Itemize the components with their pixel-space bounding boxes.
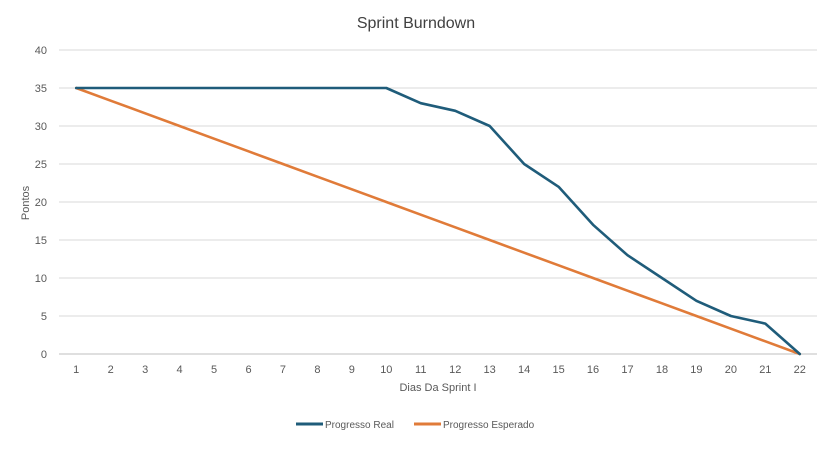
y-tick-label: 35 (35, 83, 47, 95)
gridlines (59, 49, 817, 355)
legend-label: Progresso Esperado (443, 420, 535, 431)
y-tick-label: 25 (35, 159, 47, 171)
legend-label: Progresso Real (325, 420, 394, 431)
y-tick-label: 0 (41, 349, 47, 361)
y-tick-label: 10 (35, 273, 47, 285)
x-tick-label: 22 (794, 364, 806, 376)
x-tick-label: 21 (759, 364, 771, 376)
chart-title: Sprint Burndown (357, 15, 475, 32)
x-tick-label: 6 (245, 364, 251, 376)
x-axis-label: Dias Da Sprint I (399, 382, 476, 394)
series-line (74, 86, 802, 356)
x-tick-label: 9 (349, 364, 355, 376)
y-tick-label: 15 (35, 235, 47, 247)
series-line (74, 86, 802, 356)
x-tick-label: 5 (211, 364, 217, 376)
x-tick-label: 4 (177, 364, 183, 376)
y-tick-label: 30 (35, 121, 47, 133)
series-lines (74, 86, 802, 356)
x-tick-label: 14 (518, 364, 530, 376)
x-tick-label: 18 (656, 364, 668, 376)
x-tick-label: 12 (449, 364, 461, 376)
x-tick-label: 8 (314, 364, 320, 376)
x-tick-label: 2 (108, 364, 114, 376)
y-axis-label: Pontos (20, 185, 32, 220)
x-tick-label: 3 (142, 364, 148, 376)
y-axis-tick-labels: 0 5 10 15 20 25 30 35 40 (35, 45, 47, 361)
x-tick-label: 19 (690, 364, 702, 376)
legend: Progresso Real Progresso Esperado (296, 420, 535, 431)
x-tick-label: 11 (415, 364, 426, 376)
x-tick-label: 7 (280, 364, 286, 376)
x-tick-label: 16 (587, 364, 599, 376)
x-tick-label: 17 (621, 364, 633, 376)
x-tick-label: 13 (484, 364, 496, 376)
x-tick-label: 1 (73, 364, 79, 376)
y-tick-label: 5 (41, 311, 47, 323)
x-tick-label: 20 (725, 364, 737, 376)
x-tick-label: 10 (380, 364, 392, 376)
x-axis-tick-labels: 1 2 3 4 5 6 7 8 9 10 11 12 13 14 15 16 17 18 19 20 21 22 (73, 364, 806, 376)
x-tick-label: 15 (552, 364, 564, 376)
y-tick-label: 20 (35, 197, 47, 209)
y-tick-label: 40 (35, 45, 47, 57)
